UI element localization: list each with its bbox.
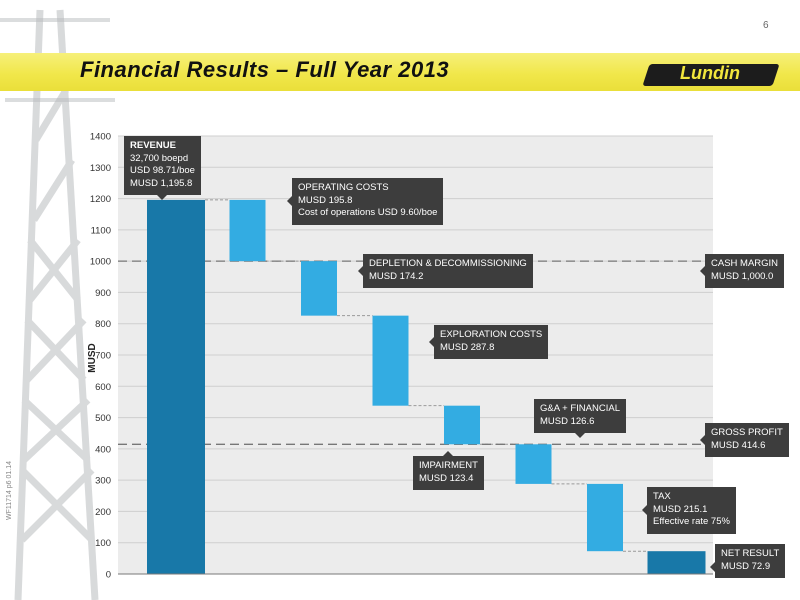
y-tick-label: 300 — [95, 476, 111, 487]
callout-net-result: NET RESULT MUSD 72.9 — [709, 544, 786, 578]
callout-revenue: REVENUE 32,700 boepd USD 98.71/boe MUSD … — [124, 136, 201, 200]
callout-operating-costs: OPERATING COSTS MUSD 195.8 Cost of opera… — [286, 178, 444, 225]
bar-tax — [587, 483, 623, 552]
callout-title: G&A + FINANCIAL — [540, 403, 620, 414]
callout-line: MUSD 123.4 — [419, 472, 474, 484]
callout-title: NET RESULT — [721, 548, 780, 559]
callout-cash-margin: CASH MARGIN MUSD 1,000.0 — [699, 254, 785, 288]
callout-line: MUSD 287.8 — [440, 341, 495, 353]
y-tick-label: 400 — [95, 444, 111, 455]
callout-title: EXPLORATION COSTS — [440, 329, 543, 340]
callout-line: MUSD 195.8 — [298, 194, 353, 206]
callout-line: USD 98.71/boe — [130, 165, 195, 176]
bar-g-a-financial — [515, 444, 552, 484]
y-tick-label: 1000 — [90, 257, 111, 268]
y-tick-label: 900 — [95, 288, 111, 299]
callout-gross-profit: GROSS PROFIT MUSD 414.6 — [700, 423, 789, 457]
lundin-logo-text: Lundin — [680, 63, 740, 83]
callout-title: TAX — [653, 491, 671, 502]
callout-line: MUSD 72.9 — [721, 560, 771, 572]
bar-impairment — [444, 405, 480, 445]
callout-line: MUSD 414.6 — [711, 439, 766, 451]
y-tick-label: 500 — [95, 413, 111, 424]
callout-title: GROSS PROFIT — [711, 427, 783, 438]
bar-operating-costs — [229, 199, 266, 262]
y-tick-label: 700 — [95, 351, 111, 362]
y-tick-label: 1100 — [91, 225, 111, 236]
y-tick-label: 1200 — [90, 194, 111, 205]
callout-line: MUSD 1,000.0 — [711, 270, 774, 282]
callout-line: 32,700 boepd — [130, 152, 189, 164]
callout-line: MUSD 215.1 — [653, 503, 708, 515]
bar-net-result — [647, 551, 706, 574]
y-tick-label: 600 — [95, 382, 111, 393]
y-tick-label: 100 — [95, 538, 111, 549]
callout-line: Effective rate 75% — [653, 516, 730, 527]
page-number: 6 — [763, 20, 769, 31]
y-tick-label: 1300 — [90, 163, 111, 174]
callout-impairment: IMPAIRMENT MUSD 123.4 — [413, 451, 484, 490]
callout-ga-financial: G&A + FINANCIAL MUSD 126.6 — [534, 399, 626, 438]
callout-title: REVENUE — [130, 140, 176, 151]
callout-exploration: EXPLORATION COSTS MUSD 287.8 — [428, 325, 549, 359]
y-tick-label: 800 — [95, 319, 111, 330]
y-axis-ticks: 0 100 200 300 400 500 600 700 800 900 1000 1100 1200… — [90, 132, 111, 581]
bar-revenue — [147, 199, 205, 574]
callout-line: MUSD 174.2 — [369, 270, 424, 282]
callout-title: CASH MARGIN — [711, 258, 779, 269]
callout-title: OPERATING COSTS — [298, 182, 389, 193]
callout-title: DEPLETION & DECOMMISSIONING — [369, 258, 527, 269]
y-tick-label: 0 — [106, 570, 111, 581]
bars — [147, 199, 706, 574]
callout-title: IMPAIRMENT — [419, 460, 478, 471]
page-title: Financial Results – Full Year 2013 — [80, 57, 450, 82]
callout-tax: TAX MUSD 215.1 Effective rate 75% — [642, 487, 736, 534]
callout-line: MUSD 1,195.8 — [130, 177, 193, 189]
bar-depletion-decommissioning — [301, 261, 337, 316]
callout-line: Cost of operations USD 9.60/boe — [298, 207, 438, 218]
callout-line: MUSD 126.6 — [540, 415, 595, 427]
callout-depletion: DEPLETION & DECOMMISSIONING MUSD 174.2 — [358, 254, 533, 288]
y-axis-label: MUSD — [87, 343, 98, 372]
bar-exploration-costs — [372, 315, 409, 406]
y-tick-label: 1400 — [90, 132, 111, 143]
y-tick-label: 200 — [95, 507, 111, 518]
